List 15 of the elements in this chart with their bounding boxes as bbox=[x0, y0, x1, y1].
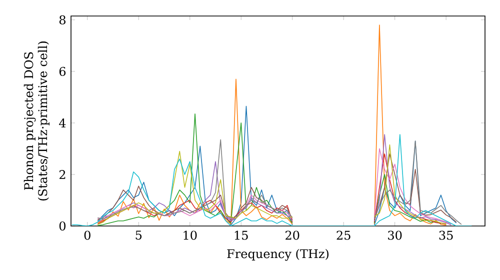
x-tick-label: 5 bbox=[136, 230, 142, 240]
y-tick-label: 4 bbox=[59, 118, 66, 128]
y-tick-label: 6 bbox=[59, 66, 66, 76]
x-tick-label: 35 bbox=[439, 230, 453, 240]
x-axis-title: Frequency (THz) bbox=[227, 248, 328, 261]
x-tick-label: 25 bbox=[336, 230, 350, 240]
x-tick-label: 15 bbox=[234, 230, 248, 240]
x-tick-label: 20 bbox=[286, 230, 300, 240]
y-axis-title: Phonon projected DOS (States/THz·primitive cell) bbox=[24, 42, 50, 200]
x-tick-label: 0 bbox=[84, 230, 90, 240]
y-tick-label: 0 bbox=[59, 221, 66, 231]
y-tick-label: 8 bbox=[59, 15, 66, 24]
x-tick-label: 10 bbox=[184, 230, 197, 240]
y-tick-label: 2 bbox=[59, 170, 66, 179]
x-tick-label: 30 bbox=[388, 230, 402, 240]
